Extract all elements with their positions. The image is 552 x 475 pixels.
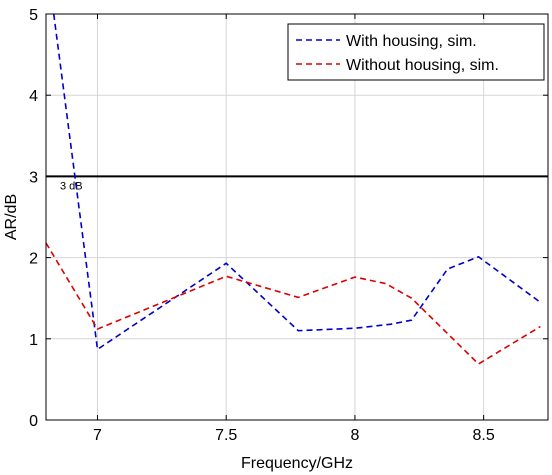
y-tick-label: 3 (29, 169, 38, 186)
legend-entry-with-housing: With housing, sim. (346, 33, 477, 50)
x-tick-label: 7.5 (215, 427, 237, 444)
legend-entry-without-housing: Without housing, sim. (346, 57, 499, 74)
axis-ticks: 7 7.5 8 8.5 0 1 2 3 4 5 (29, 7, 548, 444)
x-axis-label: Frequency/GHz (241, 455, 353, 472)
x-tick-label: 8.5 (473, 427, 495, 444)
series-line-0 (52, 13, 541, 351)
legend-box (287, 23, 545, 81)
y-tick-label: 2 (29, 251, 38, 268)
x-tick-label: 7 (93, 427, 102, 444)
y-tick-label: 0 (29, 413, 38, 430)
y-tick-label: 4 (29, 88, 38, 105)
plot-frame (45, 13, 549, 421)
series-line-1 (45, 242, 541, 365)
series-lines (45, 13, 541, 365)
y-tick-label: 1 (29, 332, 38, 349)
x-tick-label: 8 (350, 427, 359, 444)
y-axis-label: AR/dB (3, 194, 20, 240)
legend: With housing, sim. Without housing, sim. (287, 23, 545, 81)
reference-line-label: 3 dB (60, 180, 83, 192)
y-tick-label: 5 (29, 7, 38, 24)
